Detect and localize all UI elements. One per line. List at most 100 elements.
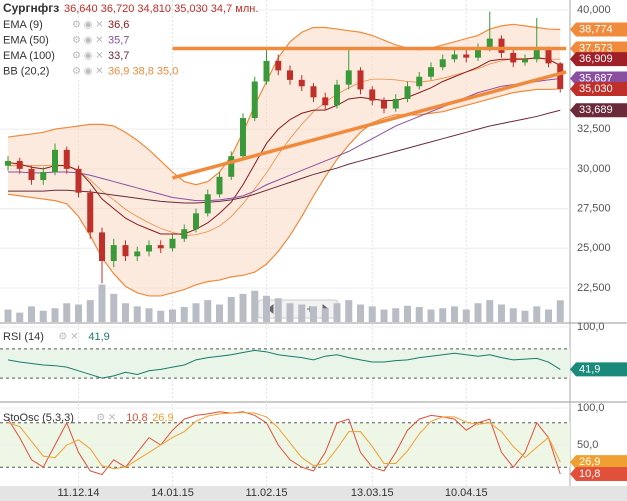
value-badge-label: 36,909: [579, 53, 613, 65]
candle-body: [381, 100, 387, 109]
candle-body: [16, 160, 23, 169]
legend-name: EMA (9): [3, 19, 43, 31]
legend-bg: [0, 18, 150, 32]
candle-body: [110, 245, 117, 261]
candle-body: [263, 60, 270, 82]
volume-bar: [404, 305, 411, 322]
value-badge: [570, 362, 627, 377]
value-badge-label: 35,030: [579, 83, 613, 95]
candle-body: [334, 84, 340, 106]
legend-icons: ⚙ ◉ ✕: [72, 51, 104, 62]
y-tick-label: 100,0: [577, 402, 605, 414]
legend-title: RSI (14): [3, 331, 44, 343]
volume-bar: [251, 290, 259, 322]
x-tick-label: 14.01.15: [151, 487, 194, 499]
volume-bar: [380, 309, 388, 322]
volume-bar: [498, 304, 505, 322]
value-badge-label: 35,687: [579, 72, 613, 84]
indicator-line: [7, 349, 561, 379]
candle-body: [557, 63, 564, 89]
candle-body: [157, 245, 164, 249]
value-badge-label: 33,689: [579, 104, 613, 116]
volume-bar: [122, 303, 129, 322]
candle-body: [322, 97, 329, 106]
value-badge-label: 10,8: [579, 468, 600, 480]
candle-body: [369, 89, 376, 101]
candle-body: [287, 70, 293, 80]
candle-body: [498, 38, 505, 53]
x-tick-label: 11.12.14: [57, 487, 99, 499]
candle-body: [52, 149, 58, 173]
candle-body: [40, 172, 47, 180]
volume-bar: [321, 308, 329, 322]
ema-line: [8, 109, 561, 204]
volume-bar: [556, 300, 564, 322]
legend-name: BB (20,2): [3, 65, 49, 77]
candle-body: [439, 59, 446, 68]
candle-body: [5, 160, 11, 166]
volume-bar: [310, 306, 317, 322]
candle-body: [28, 168, 35, 180]
y-tick-label: 100,0: [577, 321, 605, 333]
candle-body: [99, 232, 105, 261]
volume-bar: [274, 298, 282, 322]
legend-title: Сургнфгз: [3, 1, 59, 15]
volume-bar: [509, 308, 517, 322]
volume-bar: [51, 308, 59, 322]
legend-icons: ⚙ ◉ ✕: [72, 35, 104, 46]
volume-bar: [333, 303, 341, 322]
volume-bar: [392, 308, 400, 322]
legend-icons: ⚙ ✕: [96, 413, 116, 424]
candle-body: [510, 52, 517, 63]
indicator-line: [7, 411, 561, 476]
volume-bar: [345, 300, 353, 322]
legend-readout: 26,9: [152, 412, 173, 424]
legend-name: EMA (50): [3, 34, 49, 46]
legend-readout: 35,7: [108, 34, 129, 46]
volume-bar: [86, 300, 94, 322]
legend-name: EMA (100): [3, 50, 55, 62]
volume-bar: [533, 306, 541, 322]
value-badge: [570, 52, 627, 67]
volume-bar: [216, 304, 223, 322]
volume-bar: [145, 308, 153, 322]
volume-bar: [204, 300, 212, 322]
volume-bar: [474, 303, 482, 322]
candle-body: [345, 70, 352, 85]
volume-bar: [451, 306, 458, 322]
volume-bar: [16, 312, 24, 322]
volume-bar: [462, 309, 470, 322]
value-badge: [570, 467, 627, 482]
volume-bar: [286, 303, 294, 322]
legend-bg: [0, 64, 150, 79]
y-tick-label: 50,0: [577, 439, 598, 451]
legend-icons: ⚙ ◉ ✕: [72, 20, 104, 31]
legend-icons: ⚙ ◉ ✕: [72, 66, 104, 77]
candle-body: [193, 213, 199, 230]
value-badge-label: 37,573: [579, 42, 613, 54]
volume-bar: [192, 303, 200, 322]
ema-line: [7, 57, 561, 235]
volume-bar: [28, 306, 35, 322]
level-band: [0, 348, 570, 379]
legend-title: StoOsc (5,3,3): [3, 412, 74, 424]
volume-bar: [227, 297, 235, 322]
candle-body: [240, 118, 246, 157]
value-badge: [570, 81, 627, 96]
x-tick-label: 10.04.15: [445, 487, 488, 499]
legend-readout: 10,8: [126, 412, 147, 424]
candle-body: [169, 238, 176, 249]
volume-bar: [110, 293, 118, 322]
volume-bar: [545, 309, 552, 322]
y-tick-label: 40,000: [577, 4, 611, 16]
volume-bar: [239, 293, 247, 322]
volume-bar: [415, 307, 423, 322]
value-badge: [570, 41, 627, 56]
candle-body: [204, 194, 211, 214]
legend-readout: 36,9 38,8 35,0: [108, 65, 178, 77]
candle-body: [216, 176, 223, 195]
volume-bar: [133, 306, 141, 322]
candle-body: [87, 192, 94, 233]
candle-body: [228, 156, 235, 177]
legend-bg: [0, 33, 150, 48]
